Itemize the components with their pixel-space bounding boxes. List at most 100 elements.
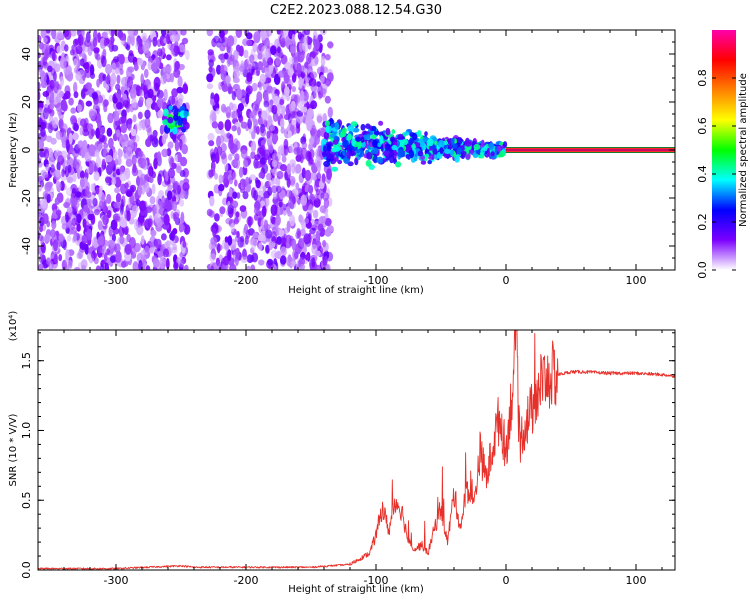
spectrogram-cell bbox=[182, 182, 190, 192]
spectrogram-cell bbox=[329, 117, 334, 123]
spectrogram-cell bbox=[126, 210, 131, 222]
spectrogram-cell bbox=[209, 195, 215, 207]
spectrogram-cell bbox=[215, 107, 220, 115]
spectrogram-cell bbox=[138, 216, 145, 225]
spectrogram-cell bbox=[168, 105, 173, 111]
spectrogram-cell bbox=[56, 31, 64, 40]
spectrogram-cell bbox=[47, 65, 53, 73]
spectrogram-cell bbox=[100, 165, 105, 172]
spectrogram-cell bbox=[81, 264, 86, 270]
spectrogram-cell bbox=[308, 157, 314, 165]
spectrogram-cell bbox=[300, 194, 308, 206]
spectrogram-cell bbox=[50, 164, 55, 173]
spectrogram-cell bbox=[283, 227, 289, 234]
spectrogram-cell bbox=[143, 84, 148, 95]
colorbar-tick-label: 0.0 bbox=[696, 261, 709, 279]
spectrogram-cell bbox=[147, 218, 153, 228]
x-tick-label: 100 bbox=[626, 574, 647, 587]
spectrogram-cell bbox=[178, 44, 186, 53]
spectrogram-cell bbox=[68, 97, 74, 106]
spectrogram-cell bbox=[259, 73, 266, 84]
spectrogram-cell bbox=[65, 140, 70, 153]
spectrogram-cell bbox=[110, 35, 115, 46]
spectrogram-cell bbox=[152, 36, 158, 47]
spectrogram-cell bbox=[354, 157, 359, 166]
spectrogram-cell bbox=[334, 146, 341, 152]
spectrogram-cell bbox=[253, 207, 258, 215]
spectrogram-cell bbox=[268, 240, 273, 251]
spectrogram-cell bbox=[249, 54, 255, 64]
spectrogram-cell bbox=[473, 143, 481, 151]
spectrogram-cell bbox=[172, 228, 178, 235]
spectrogram-cell bbox=[70, 107, 77, 114]
spectrogram-cell bbox=[258, 172, 264, 179]
spectrogram-cell bbox=[212, 227, 217, 238]
spectrogram-cell bbox=[141, 32, 148, 42]
spectrogram-cell bbox=[210, 236, 218, 246]
spectrogram-cell bbox=[181, 144, 188, 155]
spectrogram-cell bbox=[321, 173, 326, 184]
spectrogram-cell bbox=[137, 111, 143, 120]
spectrogram-cell bbox=[291, 119, 297, 126]
spectrogram-cell bbox=[211, 38, 217, 48]
spectrogram-cell bbox=[42, 171, 49, 178]
spectrogram-cell bbox=[251, 130, 256, 140]
spectrogram-cell bbox=[233, 217, 239, 225]
spectrogram-cell bbox=[129, 87, 137, 100]
spectrogram-cell bbox=[326, 263, 331, 270]
spectrogram-cell bbox=[127, 118, 133, 125]
spectrogram-cell bbox=[40, 198, 47, 210]
snr-x-ticks: -300 -200 -100 0 100 bbox=[37, 330, 663, 587]
spectrogram-cell bbox=[300, 65, 305, 72]
spectrogram-cell bbox=[464, 140, 472, 147]
spectrogram-cell bbox=[126, 66, 133, 79]
spectrogram-cell bbox=[132, 114, 137, 123]
spectrogram-cell bbox=[232, 171, 237, 181]
spectrogram-cell bbox=[286, 163, 292, 176]
spectrogram-cell bbox=[327, 143, 331, 152]
spectrogram-cell bbox=[253, 213, 259, 221]
spectrogram-cell bbox=[316, 172, 322, 181]
spectrogram-cell bbox=[85, 82, 92, 90]
spectrogram-cell bbox=[330, 166, 339, 172]
spectrogram-cell bbox=[280, 37, 286, 48]
spectrogram-cell bbox=[262, 185, 267, 194]
spectrogram-cell bbox=[73, 91, 79, 99]
spectrogram-cell bbox=[38, 81, 41, 91]
spectrogram-cell bbox=[177, 75, 183, 88]
spectrogram-cell bbox=[211, 161, 216, 170]
spectrogram-cell bbox=[139, 200, 146, 212]
spectrogram-cell bbox=[156, 195, 160, 206]
colorbar-ticks: 0.0 0.2 0.4 0.6 0.8 bbox=[696, 69, 736, 279]
spectrogram-cell bbox=[301, 141, 308, 150]
spectrogram-cell bbox=[227, 235, 233, 246]
spectrogram-cell bbox=[270, 215, 274, 224]
spectrogram-cell bbox=[239, 205, 247, 213]
spectrogram-cell bbox=[273, 73, 281, 86]
spectrogram-cell bbox=[245, 265, 252, 270]
spectrogram-cell bbox=[66, 157, 74, 167]
spectrogram-cell bbox=[310, 71, 318, 79]
spectrogram-cell bbox=[260, 200, 265, 208]
spectrogram-cell bbox=[390, 136, 395, 143]
spectrogram-cell bbox=[144, 117, 151, 129]
spectrogram-cell bbox=[231, 110, 239, 120]
spectrogram-cell bbox=[258, 146, 264, 154]
spectrogram-cell bbox=[233, 70, 240, 78]
x-tick-label: -100 bbox=[364, 574, 389, 587]
spectrogram-cell bbox=[92, 197, 98, 207]
spectrogram-cell bbox=[181, 37, 189, 45]
spectrogram-cell bbox=[378, 120, 384, 126]
spectrogram-cell bbox=[176, 86, 184, 94]
spectrogram-cell bbox=[225, 75, 231, 85]
spectrogram-cell bbox=[333, 136, 340, 141]
spectrogram-cell bbox=[314, 39, 320, 50]
spectrogram-cell bbox=[70, 115, 77, 124]
spectrogram-cell bbox=[145, 206, 153, 213]
spectrogram-cell bbox=[40, 128, 46, 138]
spectrogram-cell bbox=[120, 219, 128, 228]
spectrogram-cell bbox=[319, 74, 325, 84]
spectrogram-cell bbox=[163, 108, 169, 117]
spectrogram-cell bbox=[267, 115, 273, 127]
spectrogram-cell bbox=[411, 132, 418, 141]
